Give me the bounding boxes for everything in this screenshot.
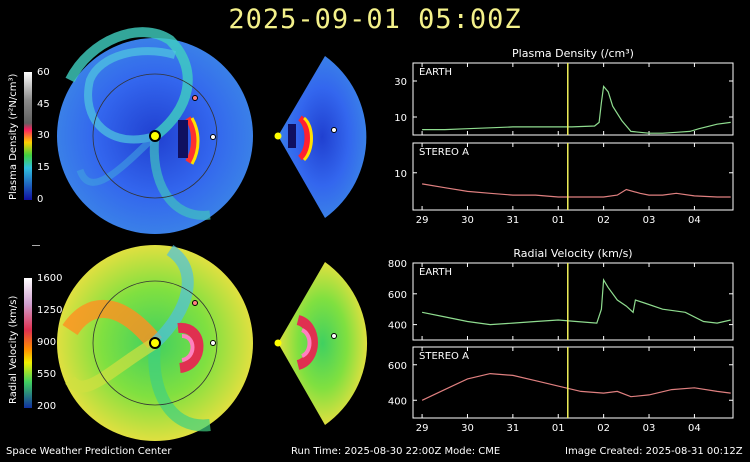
density-cbar-tick: 15 — [37, 162, 50, 173]
velocity-cbar-tick: 200 — [37, 401, 57, 412]
footer-image-created: Image Created: 2025-08-31 00:12Z — [565, 446, 743, 457]
series-line — [422, 84, 731, 134]
colorbar-separator — [32, 245, 40, 246]
series-line — [421, 372, 731, 401]
y-tick-label: 10 — [394, 113, 407, 124]
series-line — [422, 183, 731, 198]
x-tick-label: 30 — [461, 215, 474, 226]
chart-title: Radial Velocity (km/s) — [513, 247, 632, 260]
chart-frame — [412, 262, 734, 341]
x-tick-label: 02 — [597, 423, 610, 434]
y-tick-label: 600 — [388, 361, 407, 372]
velocity-colorbar — [24, 278, 32, 408]
velocity-ecliptic-disk — [57, 245, 253, 441]
series-line — [421, 277, 731, 326]
chart-title: Plasma Density (/cm³) — [512, 47, 634, 60]
density-cbar-tick: 45 — [37, 99, 50, 110]
y-tick-label: 10 — [394, 169, 407, 180]
chart-frame — [412, 346, 734, 419]
x-tick-label: 31 — [506, 423, 519, 434]
panel-label: EARTH — [419, 267, 452, 278]
x-tick-label: 04 — [688, 215, 701, 226]
x-tick-label: 01 — [552, 423, 565, 434]
x-tick-label: 03 — [643, 215, 656, 226]
density-cbar-tick: 60 — [37, 67, 50, 78]
figure-timestamp: 2025-09-01 05:00Z — [228, 4, 522, 35]
chart-frame — [412, 62, 734, 136]
panel-label: STEREO A — [419, 351, 469, 362]
x-tick-label: 29 — [416, 423, 429, 434]
x-tick-label: 31 — [506, 215, 519, 226]
panel-label: STEREO A — [419, 147, 469, 158]
x-tick-label: 29 — [416, 215, 429, 226]
y-tick-label: 30 — [394, 77, 407, 88]
density-cbar-tick: 30 — [37, 130, 50, 141]
density-colorbar — [24, 72, 32, 200]
y-tick-label: 400 — [388, 396, 407, 407]
x-tick-label: 02 — [597, 215, 610, 226]
x-tick-label: 01 — [552, 215, 565, 226]
velocity-meridional-wedge — [274, 262, 368, 425]
velocity-cbar-tick: 900 — [37, 337, 57, 348]
y-tick-label: 800 — [388, 259, 407, 270]
velocity-cbar-tick: 550 — [37, 369, 57, 380]
x-tick-label: 03 — [643, 423, 656, 434]
time-series-charts: Plasma Density (/cm³) EARTH 30 10 STEREO A 10… — [388, 47, 734, 434]
footer-run-info: Run Time: 2025-08-30 22:00Z Mode: CME — [291, 446, 501, 457]
y-tick-label: 400 — [388, 321, 407, 332]
velocity-cbar-tick: 1250 — [37, 305, 63, 316]
model-visualization — [24, 27, 368, 441]
chart-frame — [412, 142, 734, 211]
density-meridional-wedge — [274, 56, 367, 218]
x-tick-label: 30 — [461, 423, 474, 434]
velocity-cbar-tick: 1600 — [37, 273, 63, 284]
x-tick-label: 04 — [688, 423, 701, 434]
density-cbar-tick: 0 — [37, 194, 44, 205]
y-tick-label: 600 — [388, 290, 407, 301]
panel-label: EARTH — [419, 67, 452, 78]
density-ecliptic-disk — [57, 27, 253, 234]
footer-organization: Space Weather Prediction Center — [6, 446, 172, 457]
